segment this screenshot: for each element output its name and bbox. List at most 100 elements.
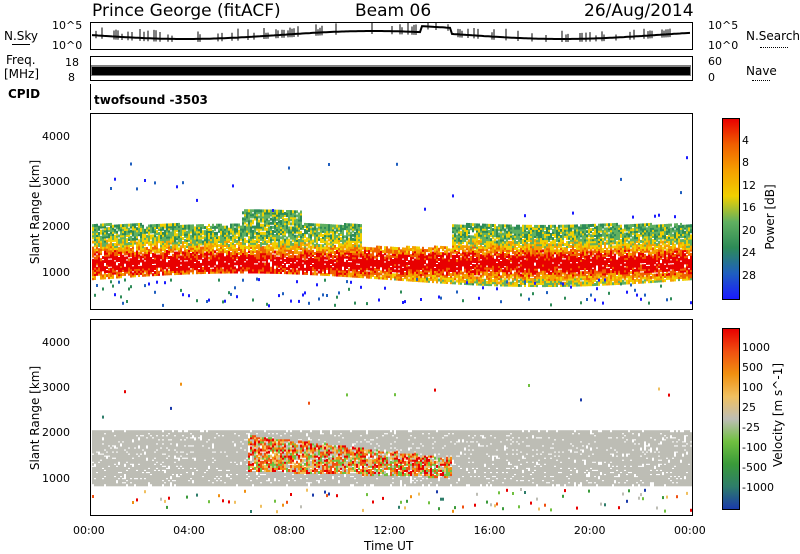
power-cell	[456, 263, 458, 267]
power-cell	[268, 240, 270, 244]
power-cell	[520, 275, 522, 279]
power-cell	[182, 241, 184, 245]
power-cell	[154, 224, 156, 228]
power-cell	[240, 268, 242, 272]
power-cell	[338, 267, 340, 271]
power-cell	[338, 224, 340, 228]
power-cell	[394, 261, 396, 265]
power-cell	[188, 263, 190, 267]
power-cell	[152, 273, 154, 277]
power-cell	[240, 266, 242, 270]
power-cell	[486, 227, 488, 231]
power-cell	[426, 279, 428, 283]
power-cell	[450, 266, 452, 270]
power-cell	[448, 277, 450, 280]
power-cell	[478, 227, 480, 231]
power-cell	[414, 262, 416, 266]
power-cell	[458, 251, 460, 255]
power-cell	[468, 263, 470, 267]
power-cell	[342, 255, 344, 259]
power-cell	[530, 284, 532, 287]
power-cell	[316, 262, 318, 266]
power-cell	[100, 276, 102, 280]
power-cell	[180, 265, 182, 269]
power-cell	[500, 226, 502, 230]
power-cell	[514, 273, 516, 277]
power-cell	[294, 247, 296, 250]
power-cell	[312, 260, 314, 263]
power-cell	[456, 228, 458, 232]
power-cell	[148, 259, 150, 263]
power-cell	[464, 231, 466, 234]
power-cell	[190, 236, 192, 240]
power-cell	[354, 225, 356, 229]
power-cell	[198, 256, 200, 260]
power-cell	[288, 267, 290, 271]
power-cell	[360, 264, 362, 268]
power-cell	[118, 246, 120, 250]
power-cell	[420, 279, 422, 283]
power-cell	[154, 228, 156, 232]
power-cell	[128, 264, 130, 268]
power-cell	[280, 226, 282, 230]
power-cell	[228, 244, 230, 247]
power-cell	[532, 235, 534, 239]
power-cell	[350, 250, 352, 253]
power-cell	[532, 239, 534, 243]
power-cell	[400, 255, 402, 259]
power-cell	[442, 248, 444, 252]
power-cell	[164, 244, 166, 247]
power-cell	[96, 284, 98, 287]
power-cell	[350, 239, 352, 243]
power-cell	[178, 259, 180, 263]
power-cell	[298, 247, 300, 251]
power-cell	[406, 247, 408, 251]
power-cell	[338, 251, 340, 255]
power-cell	[164, 248, 166, 252]
power-cell	[496, 236, 498, 240]
power-cell	[274, 242, 276, 246]
power-cell	[490, 272, 492, 276]
power-cell	[400, 251, 402, 255]
power-cell	[330, 271, 332, 275]
power-cell	[528, 235, 530, 238]
power-cell	[298, 228, 300, 232]
power-cell	[362, 261, 364, 264]
power-cell	[248, 268, 250, 272]
power-cell	[184, 271, 186, 275]
power-cell	[464, 282, 466, 285]
power-cell	[284, 267, 286, 271]
power-cell	[186, 230, 188, 234]
power-cell	[376, 274, 378, 278]
power-cell	[284, 258, 286, 262]
power-cell	[514, 238, 516, 242]
power-cell	[326, 294, 328, 297]
power-cell	[130, 264, 132, 268]
power-cell	[364, 246, 366, 250]
power-cell	[164, 260, 166, 264]
power-cell	[110, 224, 112, 228]
power-cell	[310, 231, 312, 235]
power-cell	[258, 244, 260, 247]
power-cell	[326, 273, 328, 276]
power-cell	[288, 218, 290, 222]
power-cell	[464, 251, 466, 255]
power-cell	[288, 248, 290, 252]
power-cell	[348, 253, 350, 257]
power-cell	[432, 263, 434, 267]
power-cell	[396, 253, 398, 257]
power-cell	[536, 265, 538, 269]
power-cell	[374, 269, 376, 273]
power-cell	[292, 242, 294, 246]
power-cell	[96, 232, 98, 235]
power-cell	[122, 242, 124, 246]
power-cell	[524, 230, 526, 234]
power-cell	[472, 272, 474, 276]
power-cell	[244, 211, 246, 215]
power-cell	[462, 224, 464, 228]
power-cell	[470, 223, 472, 227]
power-cell	[108, 243, 110, 247]
power-cell	[178, 253, 180, 257]
power-cell	[512, 283, 514, 287]
power-cell	[510, 263, 512, 267]
